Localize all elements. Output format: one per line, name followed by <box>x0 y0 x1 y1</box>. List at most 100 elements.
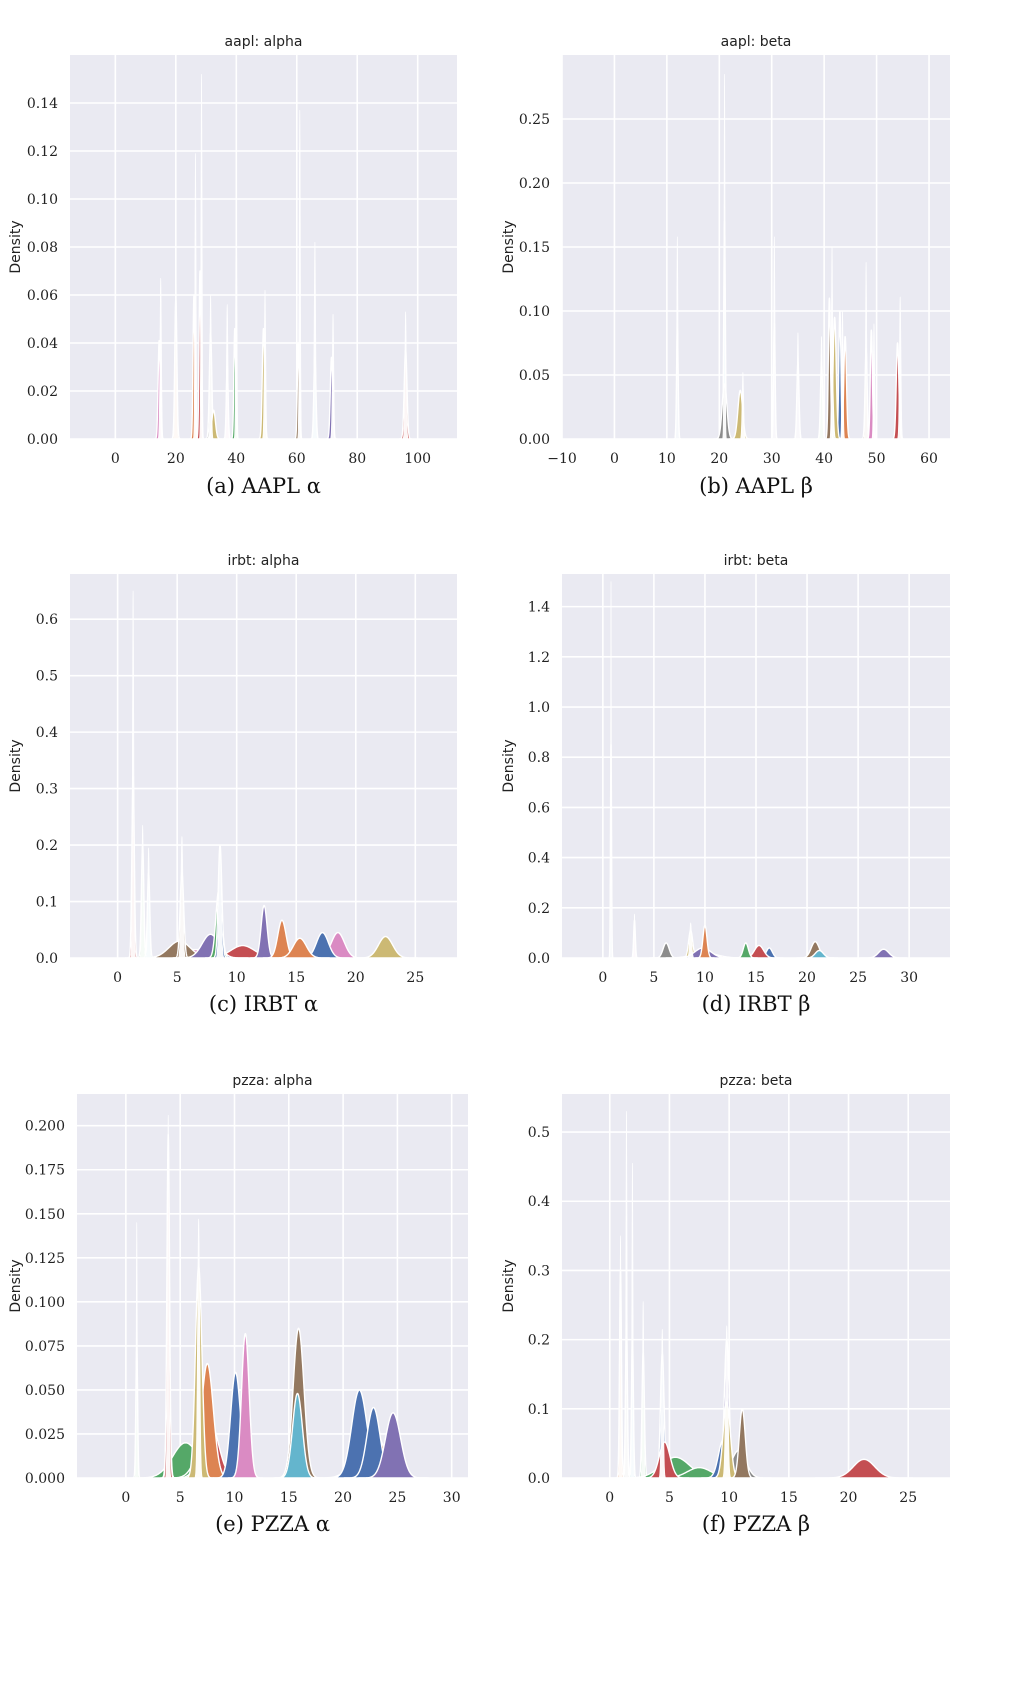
y-tick-label: 0.00 <box>27 432 58 448</box>
chart-title: pzza: beta <box>720 1073 793 1089</box>
density-area <box>629 1162 636 1478</box>
y-tick-label: 0.08 <box>27 240 58 256</box>
plot-area <box>70 574 457 958</box>
density-area <box>623 1111 630 1478</box>
x-tick-label: 50 <box>868 451 886 467</box>
density-area <box>728 1408 757 1478</box>
y-axis-label: Density <box>8 1259 24 1312</box>
x-tick-label: 15 <box>747 970 765 986</box>
chart-svg: aapl: alpha Density 0 20 40 60 80 100 0.00 0.02 0.… <box>8 34 457 467</box>
density-area <box>274 1392 321 1478</box>
density-area <box>859 948 908 958</box>
density-area <box>639 1301 647 1478</box>
y-tick-label: 0.20 <box>519 176 550 192</box>
density-area <box>896 296 905 439</box>
x-tick-label: 5 <box>176 1490 185 1506</box>
density-area <box>828 246 836 439</box>
density-area <box>269 937 330 958</box>
y-axis-label: Density <box>501 220 517 273</box>
x-tick-label: 30 <box>900 970 918 986</box>
y-tick-label: 0.00 <box>519 432 550 448</box>
chart-title: aapl: alpha <box>225 34 303 50</box>
density-area <box>352 935 419 958</box>
x-tick-label: 0 <box>121 1490 130 1506</box>
y-tick-label: 0.100 <box>25 1295 65 1311</box>
density-area <box>133 1222 140 1478</box>
density-area <box>144 847 153 958</box>
density-area <box>817 336 826 439</box>
y-tick-label: 0.02 <box>27 384 58 400</box>
density-area <box>206 294 215 439</box>
y-tick-label: 0.06 <box>27 288 58 304</box>
density-area <box>138 824 147 958</box>
density-area <box>311 241 319 439</box>
y-tick-label: 0.10 <box>27 192 58 208</box>
subfigure-caption: (d) IRBT β <box>701 992 811 1016</box>
subfigure-caption: (c) IRBT α <box>208 992 319 1016</box>
density-area <box>685 922 696 958</box>
density-area <box>721 1325 733 1478</box>
chart-panel: irbt: alpha Density 0 5 10 15 20 25 0.0 0.1 0.2 0.3… <box>0 518 500 1038</box>
density-area <box>233 177 240 439</box>
density-area <box>609 581 613 958</box>
y-tick-label: 0.10 <box>519 304 550 320</box>
x-tick-label: 20 <box>334 1490 352 1506</box>
y-tick-label: 0.0 <box>528 1471 550 1487</box>
x-tick-label: 10 <box>720 1490 738 1506</box>
x-tick-label: 25 <box>899 1490 917 1506</box>
y-axis-label: Density <box>501 1259 517 1312</box>
y-tick-label: 0.050 <box>25 1383 65 1399</box>
density-area <box>814 1458 914 1478</box>
density-area <box>739 372 747 439</box>
x-tick-label: 20 <box>798 970 816 986</box>
density-area <box>728 389 752 439</box>
y-tick-label: 0.0 <box>36 951 58 967</box>
chart-panel: aapl: beta Density −10 0 10 20 30 40 50 60 0.00 0.0… <box>500 0 1023 520</box>
density-area <box>193 1218 204 1478</box>
density-area <box>198 73 205 439</box>
y-tick-label: 0.1 <box>36 895 58 911</box>
chart-title: irbt: alpha <box>228 553 300 569</box>
density-area <box>172 258 180 439</box>
density-area <box>227 1332 264 1478</box>
x-tick-label: 10 <box>226 1490 244 1506</box>
density-area <box>721 73 728 439</box>
y-tick-label: 0.12 <box>27 144 58 160</box>
density-area <box>617 1235 624 1478</box>
y-tick-label: 0.4 <box>36 725 58 741</box>
x-tick-label: 30 <box>443 1490 461 1506</box>
subfigure-caption: (b) AAPL β <box>699 474 813 498</box>
x-tick-label: 60 <box>288 451 306 467</box>
density-series-group <box>126 1114 430 1478</box>
y-tick-label: 0.05 <box>519 368 550 384</box>
density-series-group <box>153 73 413 439</box>
y-tick-label: 0.8 <box>528 750 550 766</box>
y-tick-label: 0.3 <box>36 782 58 798</box>
x-tick-label: 5 <box>173 970 182 986</box>
y-tick-label: 1.4 <box>528 600 550 616</box>
y-tick-label: 0.1 <box>528 1402 550 1418</box>
density-area <box>261 289 269 439</box>
x-tick-label: 40 <box>227 451 245 467</box>
y-tick-label: 0.2 <box>528 901 550 917</box>
y-tick-label: 0.4 <box>528 851 550 867</box>
x-tick-label: 25 <box>388 1490 406 1506</box>
y-tick-label: 0.6 <box>528 800 550 816</box>
y-tick-label: 1.0 <box>528 700 550 716</box>
y-tick-label: 0.14 <box>27 96 58 112</box>
chart-svg: irbt: beta Density 0 5 10 15 20 25 30 0.0 0.2 0.4 0.… <box>501 553 950 986</box>
density-area <box>800 949 839 958</box>
x-tick-label: 20 <box>710 451 728 467</box>
y-tick-label: 0.4 <box>528 1194 550 1210</box>
density-area <box>192 153 199 439</box>
y-tick-label: 0.6 <box>36 612 58 628</box>
x-tick-label: 20 <box>167 451 185 467</box>
y-tick-label: 1.2 <box>528 650 550 666</box>
x-tick-label: 25 <box>849 970 867 986</box>
y-tick-label: 0.025 <box>25 1427 65 1443</box>
x-tick-label: 5 <box>665 1490 674 1506</box>
x-tick-label: 40 <box>815 451 833 467</box>
x-tick-label: 80 <box>348 451 366 467</box>
x-tick-label: 10 <box>658 451 676 467</box>
chart-title: aapl: beta <box>721 34 792 50</box>
